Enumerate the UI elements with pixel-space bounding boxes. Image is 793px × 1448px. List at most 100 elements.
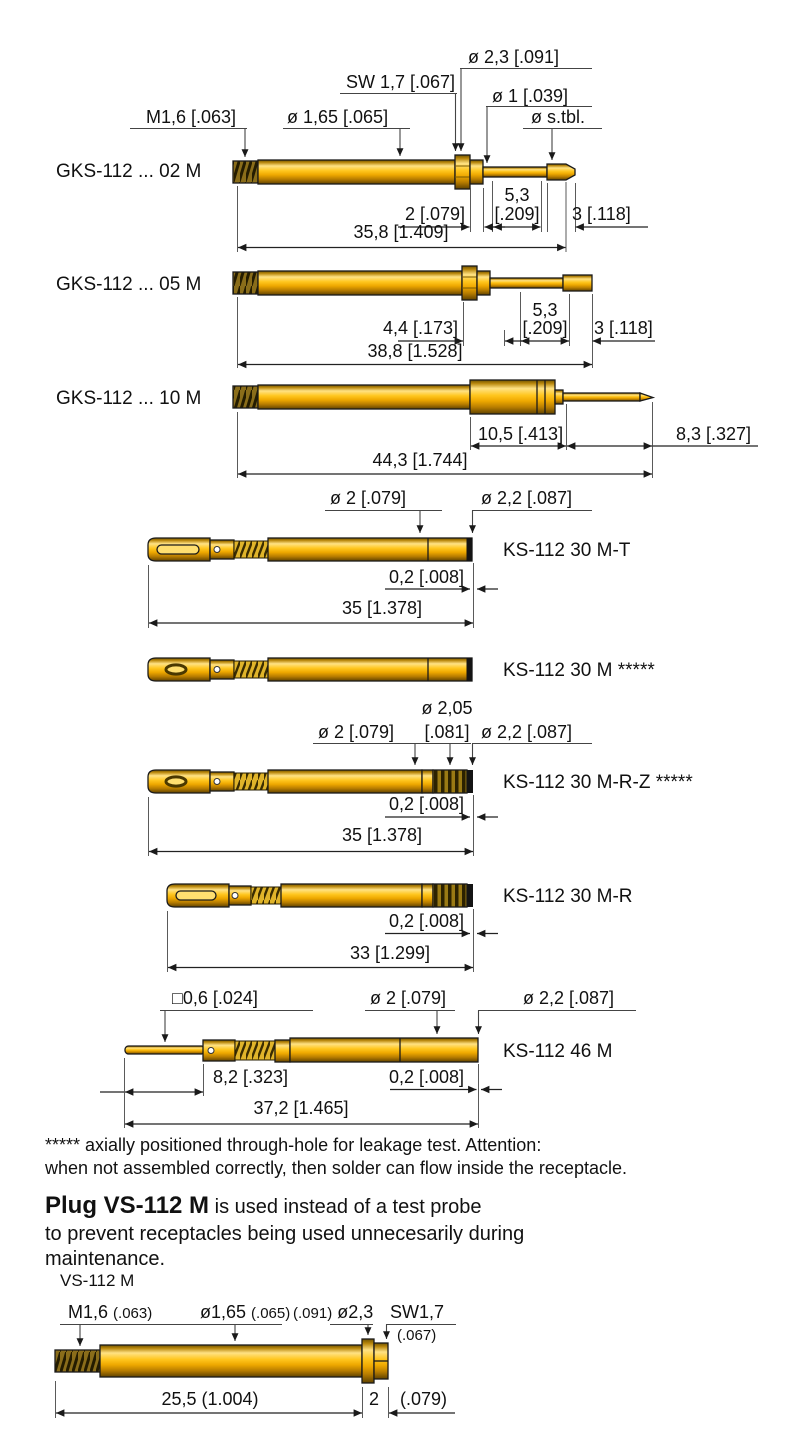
gks02-label: GKS-112 ... 02 M [56, 161, 202, 182]
vs-callout-d23-inch: (.091) [293, 1305, 333, 1322]
head-slot [156, 544, 200, 555]
barrel [257, 384, 471, 410]
ks46m-callout-square: □0,6 [.024] [172, 988, 258, 1008]
ks30mrz-callout-lines [313, 742, 592, 766]
knurl [432, 769, 468, 794]
ring [421, 769, 434, 794]
ks46m-dim-total: 37,2 [1.465] [253, 1098, 349, 1118]
thread-m16 [232, 271, 259, 295]
barrel [289, 1037, 479, 1063]
vs-dim-2: 2 [368, 1389, 380, 1409]
ks30mr-label: KS-112 30 M-R [503, 886, 633, 907]
ks46m-dimension-lines [100, 1058, 502, 1128]
gks02-dim-53: 5,3 [504, 185, 530, 205]
probe-ks-112-46-m [124, 1037, 479, 1063]
ks30mrz-callout-d205: ø 2,05 [421, 698, 473, 718]
ks30mt-callout-d22: ø 2,2 [.087] [481, 488, 573, 508]
ks30mt-callout-lines [325, 509, 592, 534]
vs-callout-sw-inch: (.067) [397, 1327, 437, 1344]
ks46m-callout-lines [160, 1009, 636, 1042]
plug-vs-112-m [54, 1338, 389, 1384]
ks30mt-callout-d2: ø 2 [.079] [330, 488, 407, 508]
gks02-callout-lines [130, 67, 602, 163]
ring [421, 883, 434, 908]
ks30mrz-callout-d22: ø 2,2 [.087] [481, 722, 573, 742]
gks05-dimension-lines [237, 292, 655, 369]
vs-callout-m16-inch: (.063) [113, 1305, 153, 1322]
gks05-dim-total: 38,8 [1.528] [367, 341, 463, 361]
bracket-pin [213, 778, 221, 785]
needle [562, 392, 641, 402]
through-hole [164, 775, 188, 788]
ks30mr-dim-02: 0,2 [.008] [388, 911, 464, 931]
barrel [257, 159, 456, 185]
gks10-dim-total: 44,3 [1.744] [372, 450, 468, 470]
vs-callout-d23: (.091) ø2,3 [293, 1302, 373, 1323]
barrel [267, 537, 473, 562]
vs-dim-2-inch: (.079) [400, 1389, 448, 1409]
barrel [267, 657, 473, 682]
vs-callout-sw: SW1,7 [390, 1302, 445, 1322]
gks02-dim-2: 2 [.079] [404, 204, 465, 224]
gks10-dimension-lines [237, 402, 758, 478]
gks05-dim-3: 3 [.118] [594, 318, 653, 338]
tip [546, 163, 576, 181]
gks02-callout-collar: ø 2,3 [.091] [468, 47, 560, 67]
probe-gks-112-10-m [232, 379, 656, 415]
ks30mrz-dimension-lines [148, 795, 498, 856]
gks02-callout-thread: M1,6 [.063] [146, 107, 237, 127]
vs-dim-total: 25,5 (1.004) [161, 1389, 259, 1409]
probe-ks-112-30-m-t [147, 537, 473, 562]
plug-intro-line-3: maintenance. [45, 1248, 166, 1270]
footnote-line-1: ***** axially positioned through-hole fo… [45, 1135, 542, 1155]
spring [250, 886, 282, 905]
vs-callout-d165-inch: (.065) [251, 1305, 291, 1322]
thread-m16 [232, 160, 259, 184]
gks02-dimension-lines [237, 181, 648, 252]
ks30m-label: KS-112 30 M ***** [503, 660, 655, 681]
ks46m-dim-82: 8,2 [.323] [213, 1067, 289, 1087]
receptacle-sleeve [469, 379, 556, 415]
hex-nut [454, 154, 471, 190]
end-cap [466, 658, 473, 681]
barrel [267, 769, 423, 794]
ks30mrz-dim-total: 35 [1.378] [341, 825, 423, 845]
ks30mr-dim-total: 33 [1.299] [349, 943, 431, 963]
barrel [280, 883, 423, 908]
end-cap [467, 770, 473, 793]
gks02-callout-barrel: ø 1,65 [.065] [287, 107, 389, 127]
collar [274, 1039, 291, 1063]
knurl [432, 883, 468, 908]
through-hole [164, 663, 188, 676]
shaft [482, 166, 548, 178]
probe-gks-112-05-m [232, 265, 593, 301]
ks46m-dim-02: 0,2 [.008] [388, 1067, 464, 1087]
ks30mt-dimension-lines [148, 563, 498, 628]
spring [233, 772, 269, 791]
vs-callout-d165: ø1,65 (.065) [200, 1302, 290, 1323]
gks02-callout-shaft: ø 1 [.039] [492, 86, 569, 106]
collar [476, 270, 491, 296]
ks30mrz-label: KS-112 30 M-R-Z ***** [503, 772, 693, 793]
gks02-dim-3: 3 [.118] [572, 204, 631, 224]
barrel [99, 1344, 363, 1378]
gks05-dim-44: 4,4 [.173] [382, 318, 458, 338]
plug-intro-line-1: Plug VS-112 M is used instead of a test … [45, 1192, 481, 1220]
sleeve-tip [562, 274, 593, 292]
gks02-dim-total: 35,8 [1.409] [353, 222, 449, 242]
collar [469, 159, 484, 185]
plug-intro-line-2: to prevent receptacles being used unnece… [45, 1223, 525, 1245]
bracket-pin [213, 666, 221, 673]
gks02-dim-53-inch: [.209] [494, 204, 540, 224]
bracket-pin [213, 546, 221, 553]
probe-ks-112-30-m-r-z [147, 769, 473, 794]
square-pin [124, 1045, 206, 1055]
ks46m-label: KS-112 46 M [503, 1041, 613, 1062]
footnote-line-2: when not assembled correctly, then solde… [45, 1158, 627, 1178]
vs-callout-d165-mm: ø1,65 [200, 1302, 247, 1322]
vs-callout-m16-mm: M1,6 [68, 1302, 109, 1322]
end-cap [466, 538, 473, 561]
ks30mt-dim-total: 35 [1.378] [341, 598, 423, 618]
